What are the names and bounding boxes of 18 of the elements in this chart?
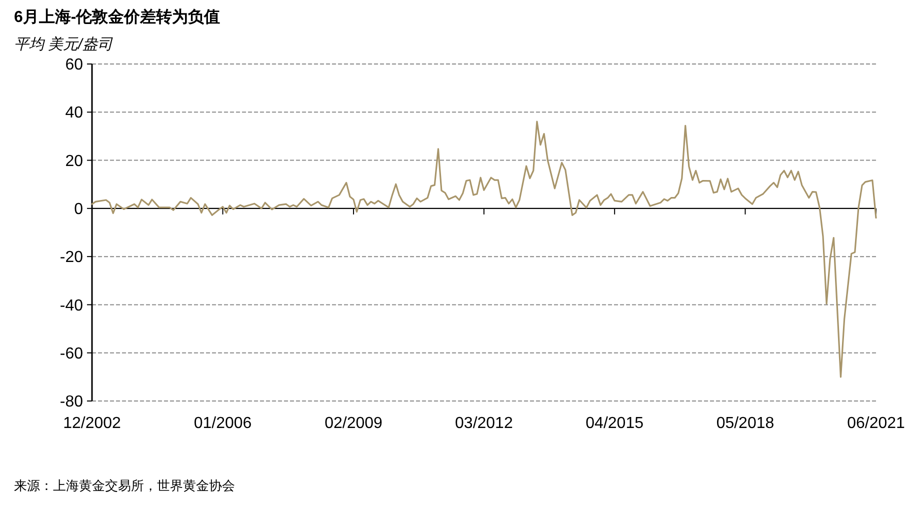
y-tick-label: -20: [60, 249, 84, 266]
x-tick-label: 01/2006: [194, 415, 252, 432]
chart-title: 6月上海-伦敦金价差转为负值: [14, 8, 220, 26]
y-tick-label: 0: [74, 201, 84, 218]
x-tick-label: 04/2015: [586, 415, 644, 432]
x-tick-label: 05/2018: [716, 415, 774, 432]
x-tick-label: 12/2002: [63, 415, 122, 432]
chart-subtitle: 平均 美元/盎司: [14, 36, 114, 53]
x-tick-label: 06/2021: [847, 415, 906, 432]
y-tick-label: -80: [60, 394, 84, 411]
y-tick-label: 60: [65, 56, 84, 74]
y-tick-label: 20: [65, 152, 84, 170]
y-tick-label: -40: [60, 297, 84, 314]
y-tick-label: -60: [60, 345, 84, 362]
x-tick-label: 02/2009: [324, 415, 383, 432]
x-tick-label: 03/2012: [455, 415, 513, 432]
source-note: 来源：上海黄金交易所，世界黄金协会: [14, 478, 235, 493]
y-tick-label: 40: [65, 104, 84, 122]
